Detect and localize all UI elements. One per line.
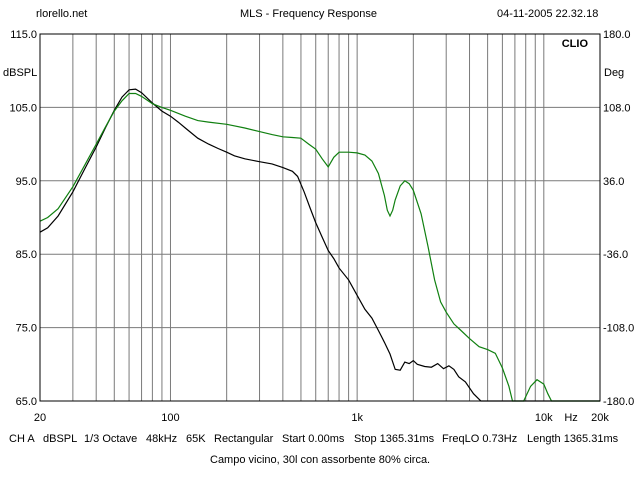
- plot-frame: [39, 33, 601, 402]
- grid-lines: [40, 34, 600, 401]
- footer-smoothing: 1/3 Octave: [84, 433, 138, 445]
- x-tick-label: 10k: [535, 412, 553, 424]
- footer-channel: CH A: [9, 433, 35, 445]
- plot-lines: [39, 88, 600, 402]
- footer-freqlo: FreqLO 0.73Hz: [442, 433, 518, 445]
- footer-start: Start 0.00ms: [282, 433, 345, 445]
- site-label: rlorello.net: [36, 8, 88, 20]
- chart-title: MLS - Frequency Response: [240, 8, 377, 20]
- footer-unit: dBSPL: [43, 433, 78, 445]
- y2-tick-label: 36.0: [603, 176, 624, 188]
- footer-stop: Stop 1365.31ms: [354, 433, 435, 445]
- y-tick-label: 105.0: [9, 102, 37, 114]
- footer-note: Campo vicino, 30l con assorbente 80% cir…: [210, 454, 431, 466]
- axis-labels: 115.0 105.0 95.0 85.0 75.0 65.0 180.0 108.0 36.0…: [9, 29, 634, 424]
- x-tick-label: 20: [34, 412, 46, 424]
- y2-tick-label: -180.0: [603, 396, 634, 408]
- ylabel-left: dBSPL: [3, 67, 38, 79]
- series-0-line: [39, 88, 600, 402]
- series-1-line: [39, 92, 600, 402]
- datetime-label: 04-11-2005 22.32.18: [497, 8, 599, 20]
- y-tick-label: 65.0: [16, 396, 37, 408]
- y-tick-label: 95.0: [16, 176, 37, 188]
- y2-tick-label: -36.0: [603, 249, 628, 261]
- footer-size: 65K: [186, 433, 206, 445]
- y2-tick-label: 180.0: [603, 29, 631, 41]
- ylabel-right: Deg: [604, 67, 625, 79]
- y-tick-label: 115.0: [10, 29, 37, 41]
- x-tick-label: 20k: [591, 412, 609, 424]
- y2-tick-label: 108.0: [603, 102, 631, 114]
- footer-rate: 48kHz: [146, 433, 178, 445]
- y-tick-label: 75.0: [16, 323, 37, 335]
- y2-tick-label: -108.0: [603, 323, 634, 335]
- y-tick-label: 85.0: [16, 249, 37, 261]
- x-tick-label: 100: [161, 412, 179, 424]
- x-tick-label: 1k: [351, 412, 363, 424]
- x-axis-unit-label: Hz: [564, 412, 577, 424]
- logo-clio: CLIO: [562, 38, 589, 50]
- footer-length: Length 1365.31ms: [527, 433, 619, 445]
- footer-window: Rectangular: [214, 433, 274, 445]
